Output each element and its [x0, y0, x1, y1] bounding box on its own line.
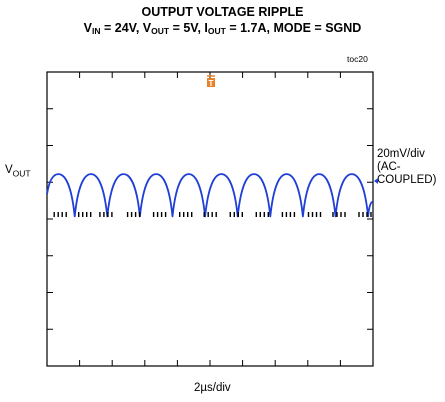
- pulse-marker: [241, 212, 243, 217]
- pulse-marker: [319, 212, 322, 217]
- pulse-marker: [366, 212, 368, 217]
- trigger-marker-label: T: [209, 79, 214, 88]
- pulse-marker: [293, 212, 296, 217]
- pulse-marker: [267, 212, 269, 217]
- trigger-marker: [207, 78, 215, 87]
- pulse-marker: [156, 212, 159, 217]
- pulse-marker: [311, 212, 314, 217]
- pulse-marker: [336, 212, 338, 217]
- scale-label: 20mV/div (AC- COUPLED): [377, 148, 436, 187]
- pulse-marker: [215, 212, 217, 217]
- pulse-marker: [362, 212, 364, 217]
- pulse-marker: [187, 212, 189, 217]
- scale-label-line: (AC-: [377, 161, 401, 173]
- pulse-marker: [315, 212, 318, 217]
- pulse-marker: [103, 212, 105, 217]
- pulse-marker: [126, 212, 129, 217]
- pulse-marker: [53, 212, 55, 217]
- pulse-marker: [179, 212, 181, 217]
- pulse-marker: [289, 212, 292, 217]
- pulse-marker: [307, 212, 310, 217]
- pulse-marker: [229, 212, 231, 217]
- subtitle-subscript: OUT: [151, 26, 170, 36]
- pulse-marker: [86, 212, 88, 217]
- subtitle-subscript: OUT: [207, 26, 226, 36]
- channel-level-marker: [374, 178, 378, 184]
- pulse-marker: [57, 212, 59, 217]
- figure-id: toc20: [347, 54, 368, 64]
- pulse-marker: [211, 212, 213, 217]
- pulse-marker: [259, 212, 261, 217]
- pulse-marker: [65, 212, 67, 217]
- subtitle-subscript: IN: [92, 26, 101, 36]
- pulse-marker: [237, 212, 239, 217]
- trace-label-main: V: [5, 164, 13, 176]
- pulse-marker: [130, 212, 133, 217]
- pulse-marker: [82, 212, 84, 217]
- subtitle-text: = 5V, I: [169, 21, 208, 35]
- pulse-marker: [160, 212, 163, 217]
- subtitle-text: = 1.7A, MODE = SGND: [225, 21, 362, 35]
- scale-label-line: 20mV/div: [377, 148, 425, 160]
- vout-trace: [46, 173, 374, 218]
- subtitle-text: = 24V, V: [100, 21, 152, 35]
- pulse-marker: [111, 212, 113, 217]
- pulse-marker: [340, 212, 342, 217]
- subtitle-text: V: [83, 21, 93, 35]
- scale-label-line: COUPLED): [377, 174, 437, 186]
- trace-label-sub: OUT: [12, 168, 31, 179]
- pulse-marker: [152, 212, 155, 217]
- pulse-marker: [285, 212, 288, 217]
- pulse-marker: [90, 212, 92, 217]
- pulse-marker: [358, 212, 360, 217]
- pulse-marker: [281, 212, 284, 217]
- pulse-marker: [203, 212, 205, 217]
- pulse-marker: [138, 212, 141, 217]
- pulse-marker: [233, 212, 235, 217]
- pulse-marker: [207, 212, 209, 217]
- pulse-marker: [370, 212, 372, 217]
- pulse-marker: [263, 212, 265, 217]
- pulse-marker: [134, 212, 137, 217]
- plot-frame: [46, 71, 374, 367]
- pulse-marker: [255, 212, 257, 217]
- pulse-marker: [183, 212, 185, 217]
- x-axis-label: 2µs/div: [194, 382, 231, 394]
- pulse-marker: [344, 212, 346, 217]
- pulse-marker: [78, 212, 80, 217]
- chart-title: OUTPUT VOLTAGE RIPPLE: [141, 5, 304, 19]
- pulse-marker: [332, 212, 334, 217]
- pulse-marker: [61, 212, 63, 217]
- pulse-marker: [191, 212, 193, 217]
- pulse-marker: [164, 212, 167, 217]
- pulse-marker: [107, 212, 109, 217]
- trace-label: VOUT: [5, 164, 31, 180]
- pulse-marker: [99, 212, 101, 217]
- chart-subtitle: VIN = 24V, VOUT = 5V, IOUT = 1.7A, MODE …: [0, 21, 445, 36]
